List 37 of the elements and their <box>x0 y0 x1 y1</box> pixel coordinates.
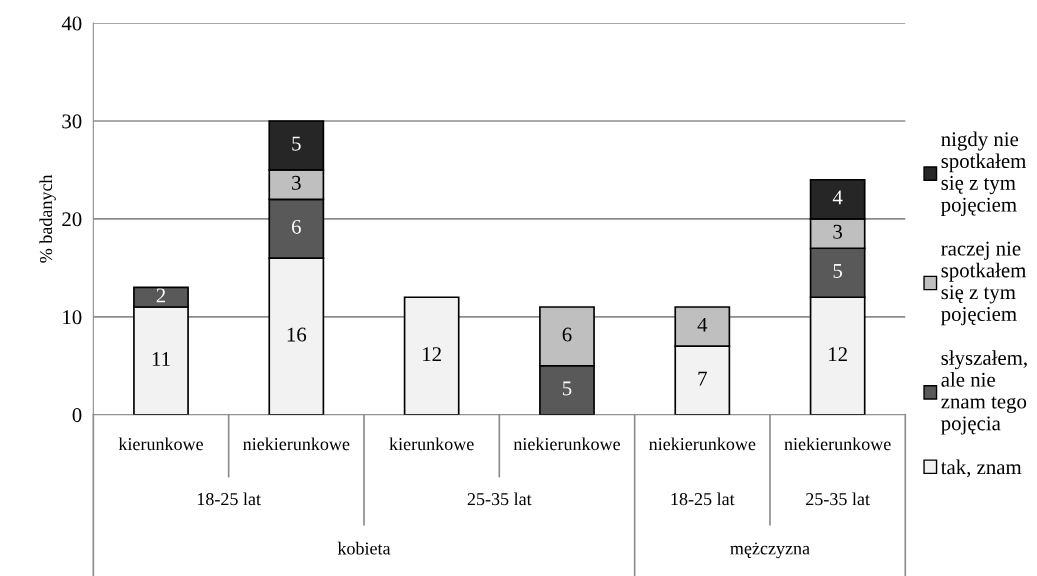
text: 25-35 lat <box>467 492 532 506</box>
y-tick-label: 0 <box>72 408 82 423</box>
x-tick-label: niekierunkowe <box>513 437 620 451</box>
y-tick-label: 20 <box>62 212 82 227</box>
y-tick-label: 10 <box>63 310 82 325</box>
legend-label: słyszałem, ale nie znam tego pojęcia <box>941 350 1027 435</box>
data-label: 5 <box>833 264 843 278</box>
x-tick-label: niekierunkowe <box>649 437 756 451</box>
data-label: 11 <box>152 352 170 366</box>
x-tick-label: niekierunkowe <box>243 437 350 451</box>
data-label: 12 <box>829 347 847 361</box>
data-label: 6 <box>562 327 572 342</box>
y-tick-label: 30 <box>62 114 82 129</box>
legend-label: tak, znam <box>940 459 1022 478</box>
text: mężczyzna <box>730 542 810 559</box>
text: 25-35 lat <box>806 492 870 506</box>
text: 18-25 lat <box>671 492 735 506</box>
x-tick-label: kierunkowe <box>389 437 474 451</box>
legend-label: nigdy nie spotkałem się z tym pojęciem <box>941 131 1027 216</box>
data-label: 5 <box>292 136 301 151</box>
text: kobieta <box>337 541 391 555</box>
data-label: 16 <box>287 327 307 342</box>
text: 18-25 lat <box>197 492 261 506</box>
y-tick-label: 40 <box>61 16 82 31</box>
data-label: 4 <box>832 190 843 205</box>
data-label: 3 <box>833 224 843 239</box>
data-label: 3 <box>292 175 301 190</box>
y-axis-title: % badanych <box>39 174 56 263</box>
data-label: 2 <box>156 288 166 303</box>
x-tick-label: kierunkowe <box>118 437 203 451</box>
data-label: 4 <box>697 317 708 332</box>
data-label: 12 <box>423 347 441 361</box>
data-label: 6 <box>292 219 301 234</box>
data-label: 5 <box>562 381 572 396</box>
x-tick-label: niekierunkowe <box>784 437 891 451</box>
data-label: 7 <box>698 371 707 386</box>
legend-label: raczej nie spotkałem się z tym pojęciem <box>941 241 1027 326</box>
